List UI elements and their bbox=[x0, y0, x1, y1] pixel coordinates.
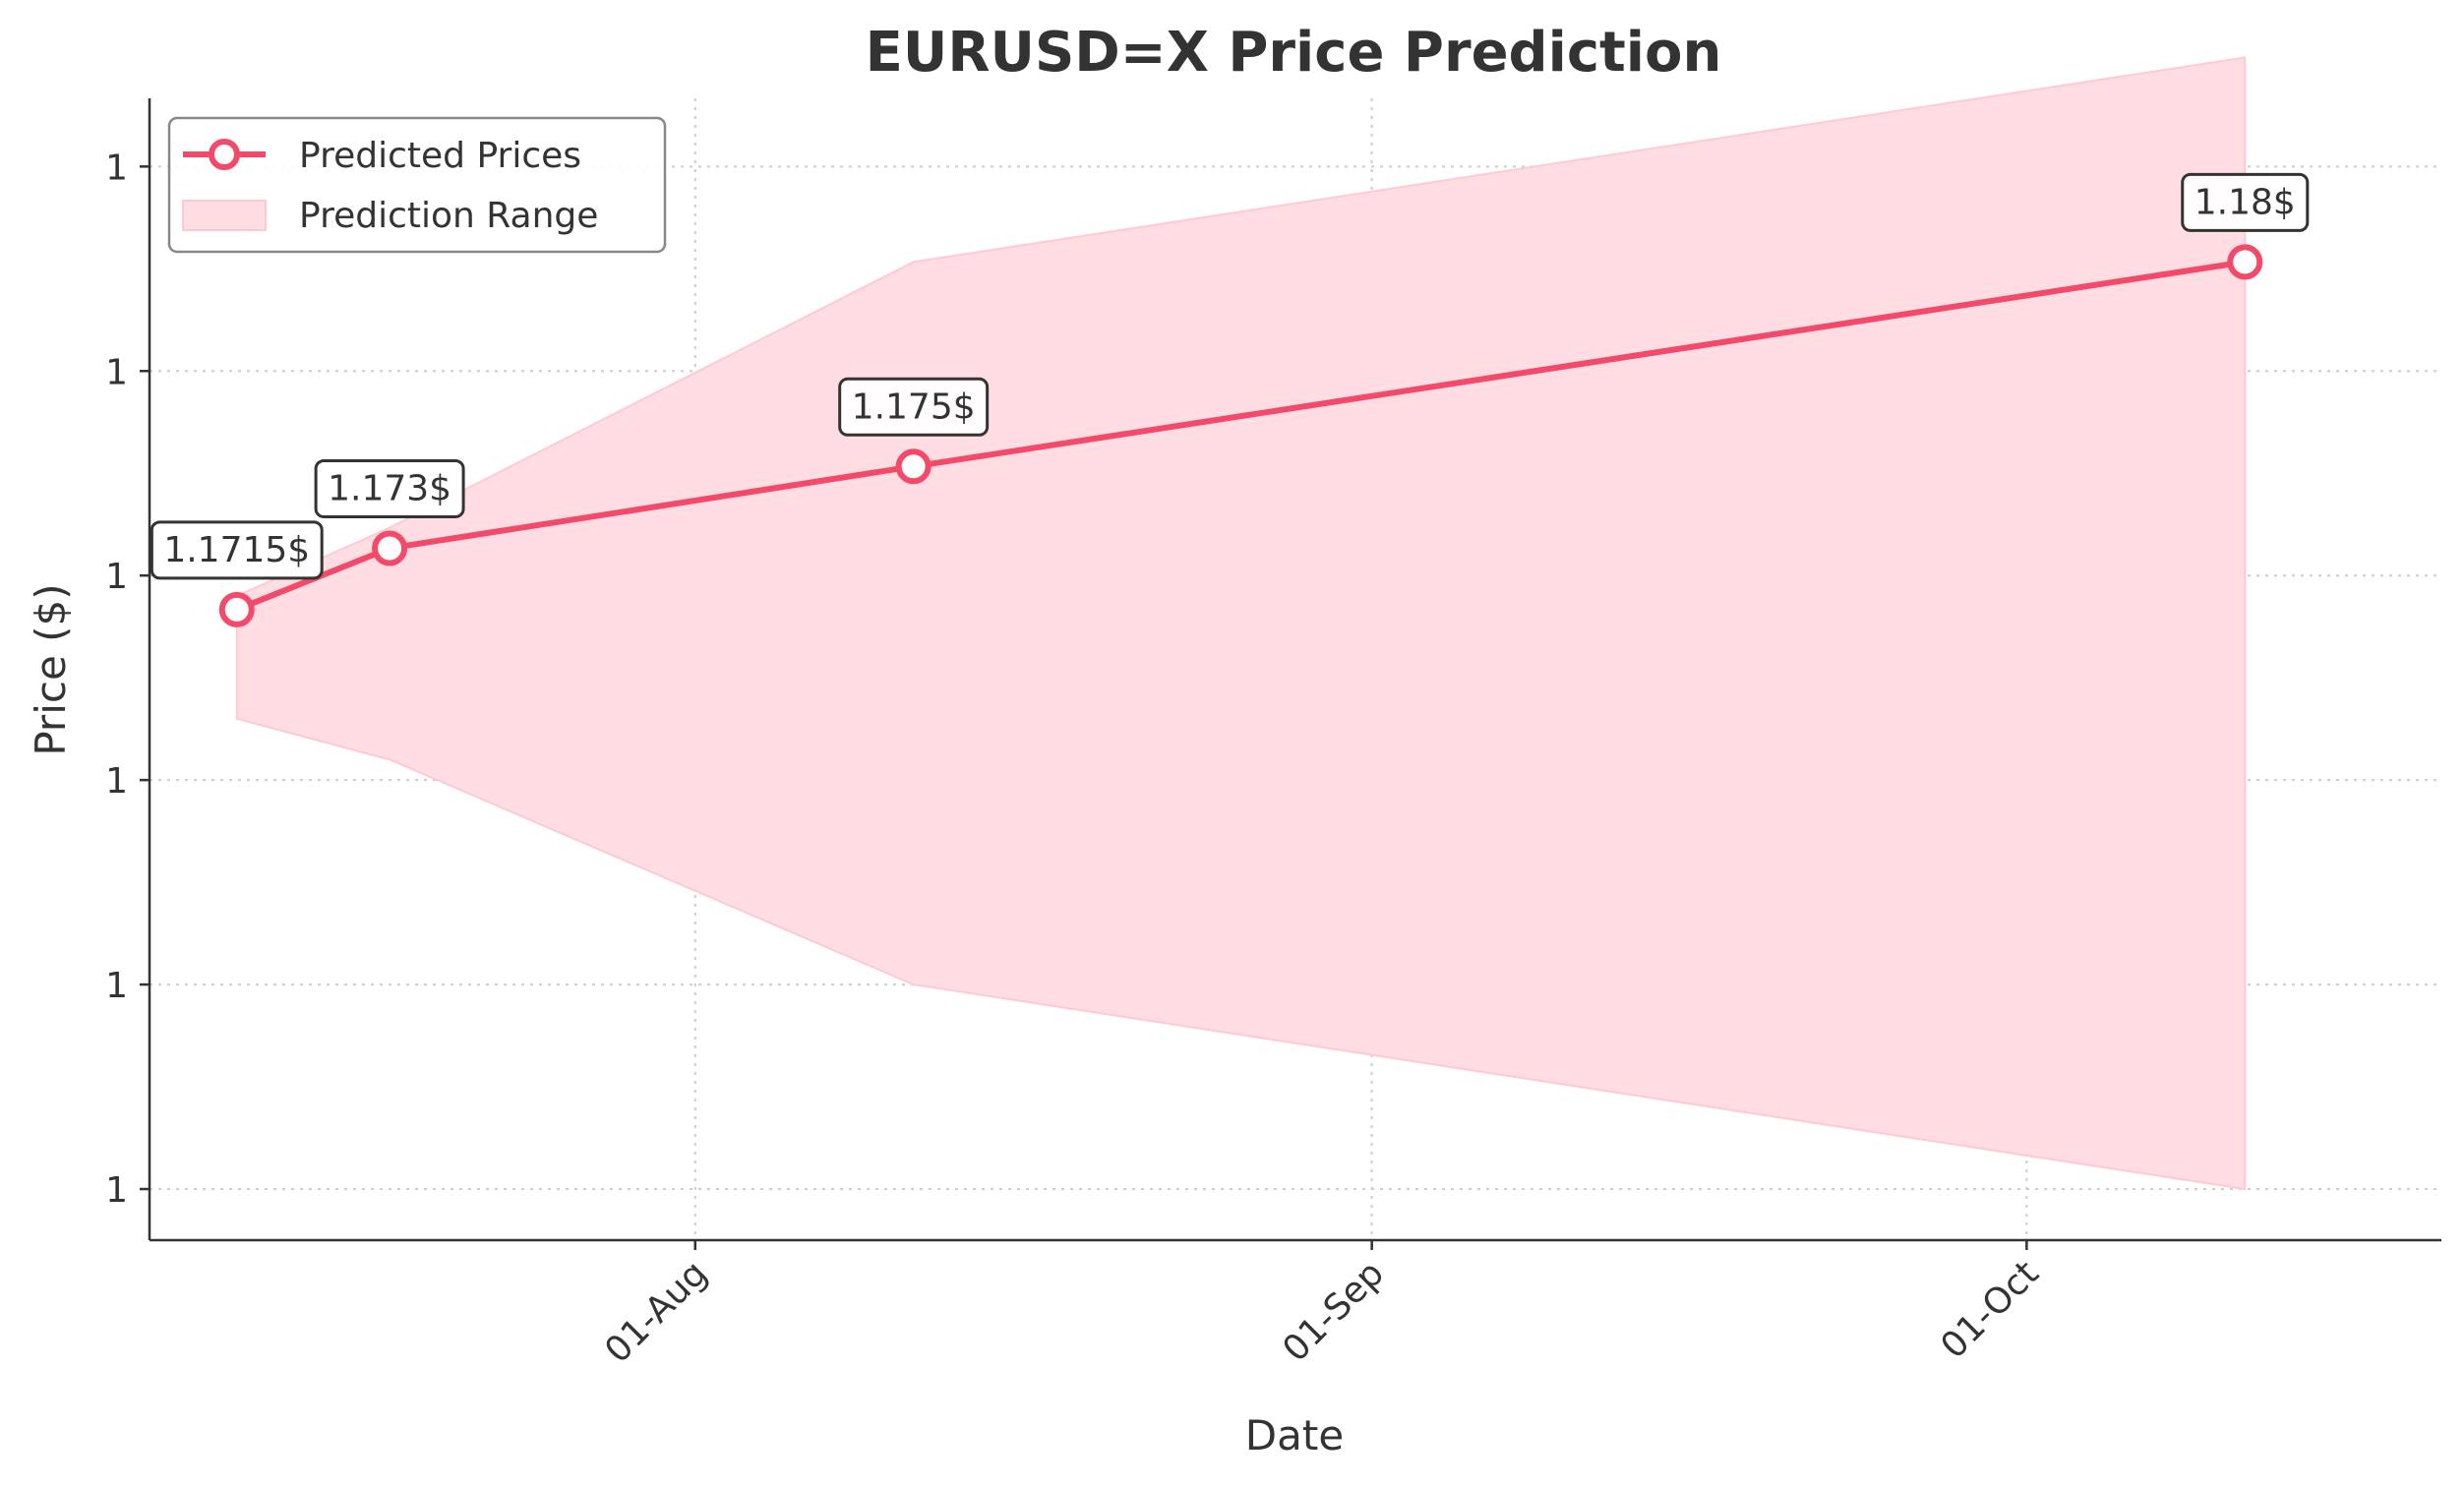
data-label: 1.1715$ bbox=[150, 520, 324, 580]
y-axis-label: Price ($) bbox=[27, 583, 75, 755]
data-label: 1.175$ bbox=[838, 377, 990, 437]
data-label-box bbox=[150, 520, 324, 580]
data-label-text: 1.18$ bbox=[2194, 182, 2296, 222]
y-tick-label: 1 bbox=[105, 761, 128, 802]
x-tick-label: 01-Oct bbox=[1933, 1253, 2046, 1366]
data-point-marker bbox=[895, 448, 932, 485]
legend-area-swatch bbox=[182, 200, 267, 231]
data-labels: 1.1715$ 1.173$ 1.175$ 1.18$ bbox=[150, 172, 2310, 580]
chart-title: EURUSD=X Price Prediction bbox=[866, 21, 1722, 85]
y-tick-label: 1 bbox=[105, 966, 128, 1006]
data-label-text: 1.1715$ bbox=[163, 530, 310, 570]
data-label: 1.18$ bbox=[2181, 172, 2310, 232]
data-point-marker bbox=[218, 591, 255, 627]
x-ticks: 01-Aug 01-Sep 01-Oct bbox=[597, 1240, 2047, 1371]
legend-marker-swatch bbox=[209, 139, 240, 170]
y-tick-label: 1 bbox=[105, 557, 128, 597]
legend-label-prediction-range: Prediction Range bbox=[299, 196, 598, 236]
data-point-marker bbox=[372, 530, 408, 566]
x-axis-label: Date bbox=[1245, 1411, 1344, 1459]
legend: Predicted Prices Prediction Range bbox=[167, 116, 667, 254]
y-tick-label: 1 bbox=[105, 1170, 128, 1211]
data-label-text: 1.173$ bbox=[328, 468, 451, 508]
y-tick-label: 1 bbox=[105, 148, 128, 188]
data-label: 1.173$ bbox=[314, 458, 465, 518]
y-ticks: 1 1 1 1 1 1 bbox=[105, 148, 150, 1211]
x-tick-label: 01-Aug bbox=[597, 1253, 715, 1371]
data-label-box bbox=[2181, 172, 2310, 232]
legend-label-predicted-prices: Predicted Prices bbox=[299, 136, 581, 176]
x-tick-label: 01-Sep bbox=[1275, 1253, 1392, 1370]
axes bbox=[148, 98, 2441, 1242]
y-tick-label: 1 bbox=[105, 352, 128, 392]
data-label-box bbox=[314, 458, 465, 518]
data-label-text: 1.175$ bbox=[852, 387, 976, 427]
data-label-box bbox=[838, 377, 990, 437]
legend-box bbox=[167, 116, 667, 254]
data-point-marker bbox=[2227, 244, 2263, 280]
